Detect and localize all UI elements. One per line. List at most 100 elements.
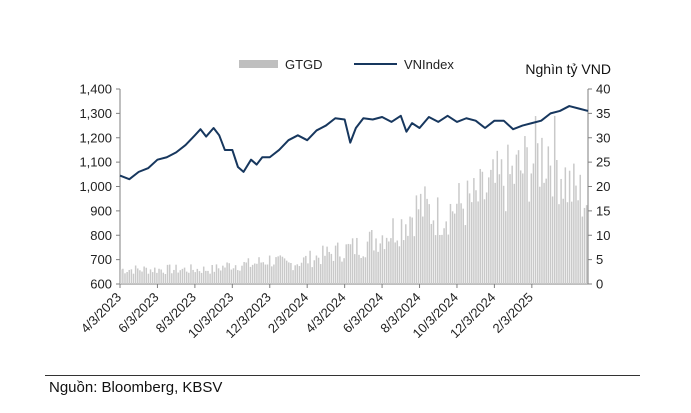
gtgd-bar [490,169,492,284]
gtgd-bar [413,236,416,284]
gtgd-bar [534,116,537,284]
left-tick-label: 600 [90,277,112,292]
gtgd-bar [371,230,373,284]
gtgd-bar [524,136,526,284]
gtgd-bar [226,262,228,284]
gtgd-bar [241,265,243,284]
gtgd-bar [500,159,503,284]
gtgd-bar [390,238,392,284]
source-divider [45,375,640,376]
gtgd-bar [545,178,547,284]
gtgd-bar [468,193,471,284]
gtgd-bar [354,254,356,284]
gtgd-bar [196,268,199,284]
gtgd-bar [434,235,437,284]
gtgd-bar [562,198,564,284]
gtgd-bar [313,260,316,284]
gtgd-bar [585,205,588,284]
gtgd-bar [441,234,443,284]
gtgd-bar [130,269,133,284]
gtgd-bar [192,269,194,284]
gtgd-bar [154,267,156,284]
gtgd-bar [458,183,460,284]
gtgd-bar [245,262,247,284]
gtgd-bar [166,264,169,284]
gtgd-bar [439,234,441,284]
right-tick-label: 40 [596,82,610,97]
gtgd-bar [483,199,486,284]
gtgd-bar [251,264,254,284]
gtgd-bar [294,265,296,284]
gtgd-bar [164,273,167,284]
gtgd-bar [275,257,277,284]
gtgd-bar [373,250,375,284]
gtgd-bar [575,185,577,284]
gtgd-bar [579,174,581,284]
left-tick-label: 1,200 [79,130,112,145]
gtgd-bar [168,264,171,284]
gtgd-bar [513,183,516,284]
gtgd-bar [536,143,539,284]
gtgd-bar [411,217,413,284]
gtgd-bar [415,195,418,284]
right-axis-unit-label: Nghìn tỷ VND [525,61,611,77]
gtgd-bar [120,269,122,284]
gtgd-bar [509,174,511,284]
legend-label-vnindex: VNIndex [404,57,454,72]
gtgd-bar [247,258,250,284]
gtgd-bar [160,269,162,284]
gtgd-bar [496,150,499,284]
gtgd-bar [239,270,241,284]
gtgd-bar [134,265,137,284]
gtgd-bar [566,202,569,284]
gtgd-bar [515,154,518,284]
gtgd-bar [364,257,367,284]
gtgd-bar [330,253,333,284]
gtgd-bar [377,251,379,284]
gtgd-bar [443,228,445,284]
gtgd-bar [268,255,271,284]
gtgd-bar [179,270,182,284]
gtgd-bar [207,270,209,284]
gtgd-bar [254,263,256,284]
gtgd-bar [215,264,218,284]
x-tick-label: 2/3/2025 [490,290,536,336]
gtgd-bar [539,186,541,284]
gtgd-bar [151,272,154,284]
gtgd-bar [547,146,550,284]
gtgd-bar [322,245,324,284]
gtgd-bar [302,257,305,284]
gtgd-bar [430,223,433,284]
gtgd-bar [466,180,469,284]
gtgd-bar [145,267,148,284]
gtgd-bar [300,262,303,284]
gtgd-bar [532,163,535,284]
gtgd-bar [260,262,262,284]
gtgd-bar [409,216,411,284]
x-tick-label: 4/3/2023 [78,290,124,336]
gtgd-bar [492,159,494,284]
gtgd-bar [262,262,265,284]
gtgd-bar [488,177,490,284]
gtgd-bar [494,182,496,284]
x-tick-label: 6/3/2024 [340,290,386,336]
gtgd-bar [581,216,584,284]
gtgd-bar [381,235,384,284]
gtgd-bar [271,266,273,284]
gtgd-bar [356,237,358,284]
gtgd-bar [332,260,335,284]
gtgd-bar [249,266,252,284]
gtgd-bar [137,268,139,284]
gtgd-bar [379,243,382,284]
left-tick-label: 900 [90,203,112,218]
gtgd-bar [422,216,424,284]
gtgd-bar [336,242,339,284]
gtgd-bar [181,268,184,284]
gtgd-bar [511,165,513,284]
gtgd-bar [453,213,456,284]
x-tick-label: 2/3/2024 [265,290,311,336]
gtgd-bar [307,263,309,284]
gtgd-bar [392,218,394,284]
gtgd-bar [141,271,143,284]
